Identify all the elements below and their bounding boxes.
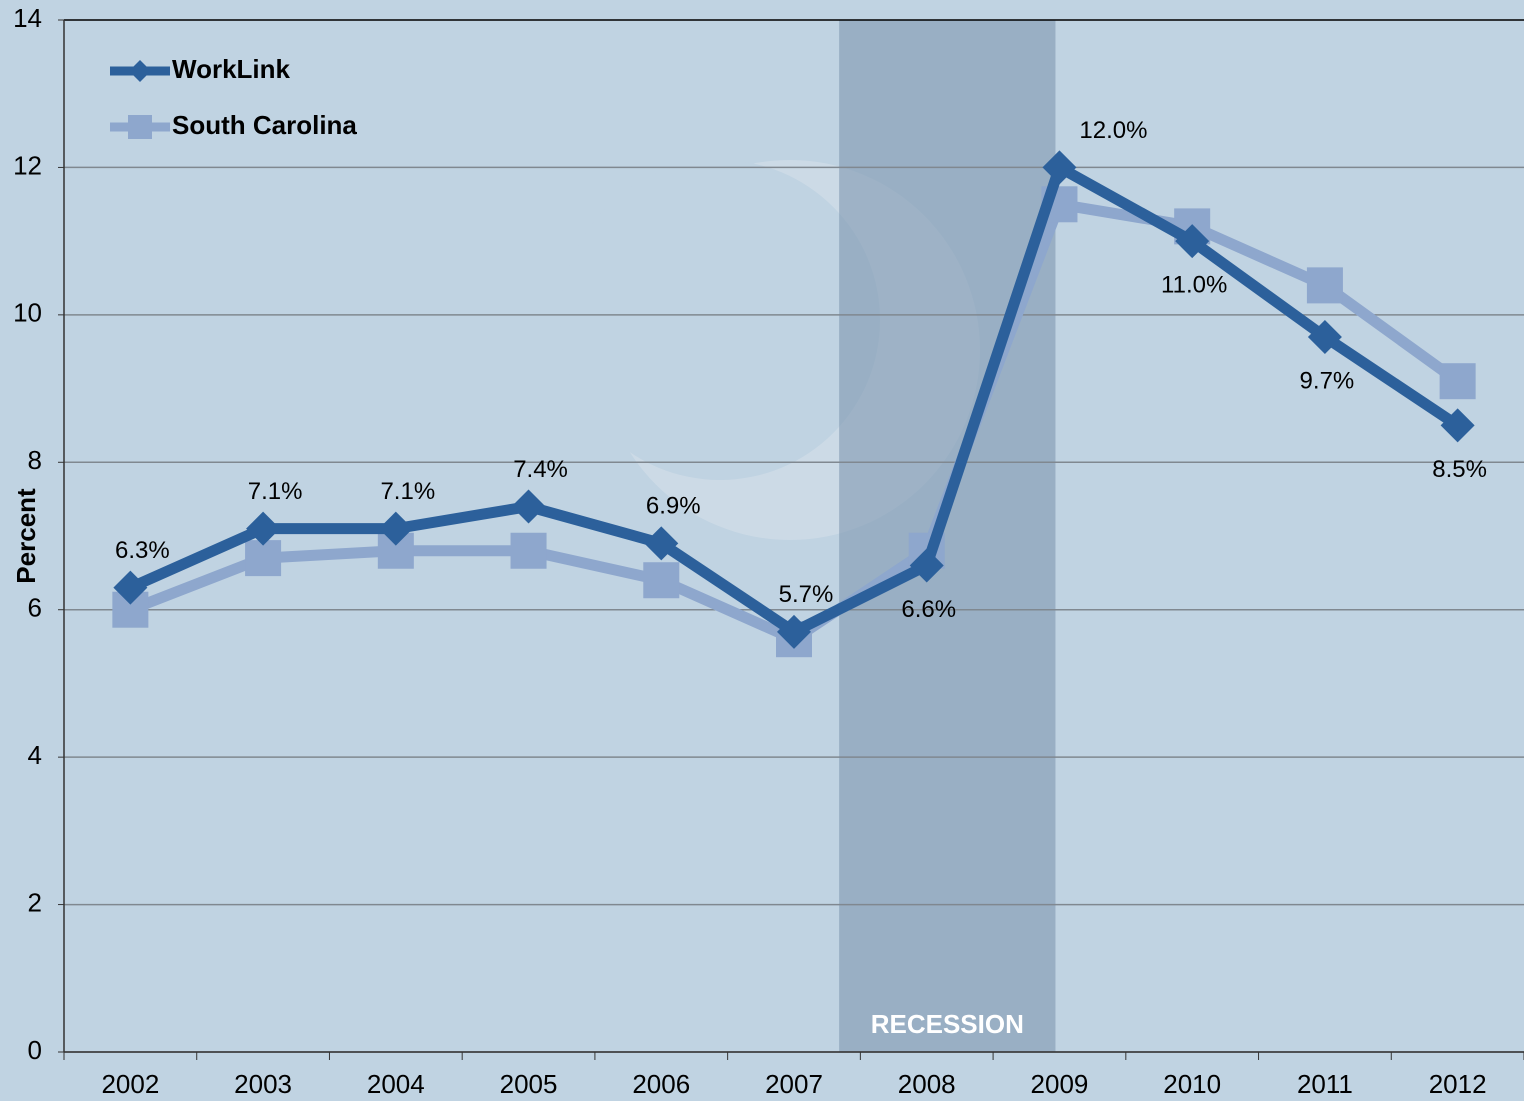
data-point — [1440, 363, 1476, 399]
y-axis-title: Percent — [11, 488, 41, 584]
data-label: 7.1% — [248, 478, 303, 505]
data-label: 8.5% — [1432, 456, 1487, 483]
data-label: 7.4% — [513, 456, 568, 483]
chart: RECESSION Percent 0 2 4 6 8 10 12 14 2002 2003 200… — [0, 0, 1524, 1101]
data-label: 6.3% — [115, 537, 170, 564]
recession-band — [839, 20, 1055, 1052]
data-point — [643, 562, 679, 598]
data-label: 7.1% — [380, 478, 435, 505]
x-tick-label: 2011 — [1297, 1069, 1353, 1099]
x-tick-label: 2006 — [632, 1069, 690, 1099]
data-label: 6.9% — [646, 493, 701, 520]
x-tick-label: 2003 — [234, 1069, 292, 1099]
page: {"chart_data": {"type": "line", "y_label… — [0, 0, 1524, 1101]
y-tick-label: 4 — [28, 740, 42, 770]
x-tick-label: 2005 — [500, 1069, 558, 1099]
data-label: 9.7% — [1300, 367, 1355, 394]
y-tick-label: 14 — [13, 3, 42, 33]
x-tick-label: 2010 — [1163, 1069, 1221, 1099]
y-tick-label: 10 — [13, 298, 42, 328]
legend-marker — [128, 115, 152, 139]
y-tick-label: 12 — [13, 150, 42, 180]
y-tick-label: 0 — [28, 1035, 42, 1065]
x-tick-label: 2002 — [101, 1069, 159, 1099]
data-point — [1307, 267, 1343, 303]
x-tick-label: 2012 — [1429, 1069, 1487, 1099]
x-tick-label: 2007 — [765, 1069, 823, 1099]
watermark — [560, 160, 880, 480]
x-tick-label: 2009 — [1031, 1069, 1089, 1099]
legend-label: South Carolina — [172, 110, 357, 140]
y-tick-label: 6 — [28, 593, 42, 623]
x-tick-label: 2004 — [367, 1069, 425, 1099]
legend-label: WorkLink — [172, 54, 291, 84]
y-tick-label: 8 — [28, 445, 42, 475]
data-label: 12.0% — [1079, 117, 1147, 144]
y-tick-label: 2 — [28, 887, 42, 917]
data-point — [511, 533, 547, 569]
x-tick-label: 2008 — [898, 1069, 956, 1099]
data-label: 6.6% — [901, 596, 956, 623]
data-label: 5.7% — [779, 581, 834, 608]
recession-label: RECESSION — [871, 1009, 1024, 1039]
data-label: 11.0% — [1161, 271, 1227, 298]
